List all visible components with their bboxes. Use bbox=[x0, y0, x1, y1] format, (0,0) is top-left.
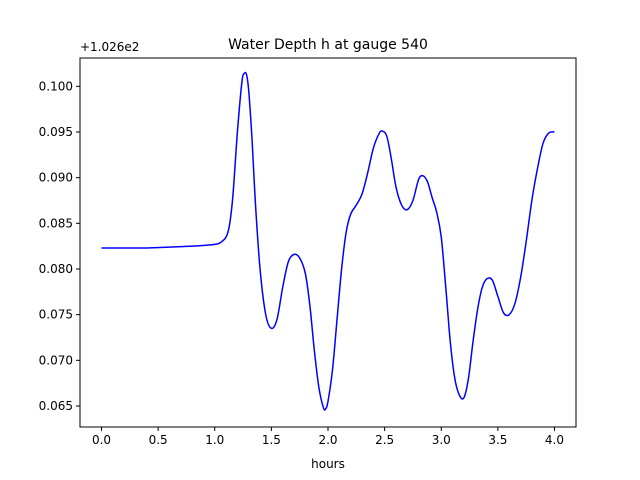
y-tick-label: 0.090 bbox=[39, 171, 73, 185]
x-axis-ticks: 0.0 0.5 1.0 1.5 2.0 2.5 3.0 3.5 4.0 bbox=[92, 427, 564, 447]
x-tick-label: 4.0 bbox=[545, 433, 564, 447]
x-tick-label: 0.0 bbox=[92, 433, 111, 447]
x-tick-label: 0.5 bbox=[149, 433, 168, 447]
y-tick-label: 0.080 bbox=[39, 262, 73, 276]
y-tick-label: 0.085 bbox=[39, 216, 73, 230]
y-tick-label: 0.100 bbox=[39, 79, 73, 93]
y-offset-label: +1.026e2 bbox=[80, 40, 139, 54]
axes-frame bbox=[79, 57, 577, 428]
y-tick-label: 0.070 bbox=[39, 353, 73, 367]
y-tick-label: 0.075 bbox=[39, 308, 73, 322]
series-line bbox=[101, 71, 555, 411]
x-axis-label: hours bbox=[311, 457, 345, 471]
x-tick-label: 1.0 bbox=[205, 433, 224, 447]
x-tick-label: 3.5 bbox=[488, 433, 507, 447]
y-tick-label: 0.065 bbox=[39, 399, 73, 413]
y-axis-ticks: 0.065 0.070 0.075 0.080 0.085 0.090 0.095 0.100 bbox=[39, 79, 80, 413]
x-tick-label: 2.5 bbox=[375, 433, 394, 447]
plot-area: 0.0 0.5 1.0 1.5 2.0 2.5 3.0 3.5 4.0 0.0650.0700.… bbox=[39, 57, 577, 447]
x-tick-label: 3.0 bbox=[432, 433, 451, 447]
x-tick-label: 2.0 bbox=[318, 433, 337, 447]
y-tick-label: 0.095 bbox=[39, 125, 73, 139]
x-tick-label: 1.5 bbox=[262, 433, 281, 447]
chart-title: Water Depth h at gauge 540 bbox=[228, 37, 428, 53]
